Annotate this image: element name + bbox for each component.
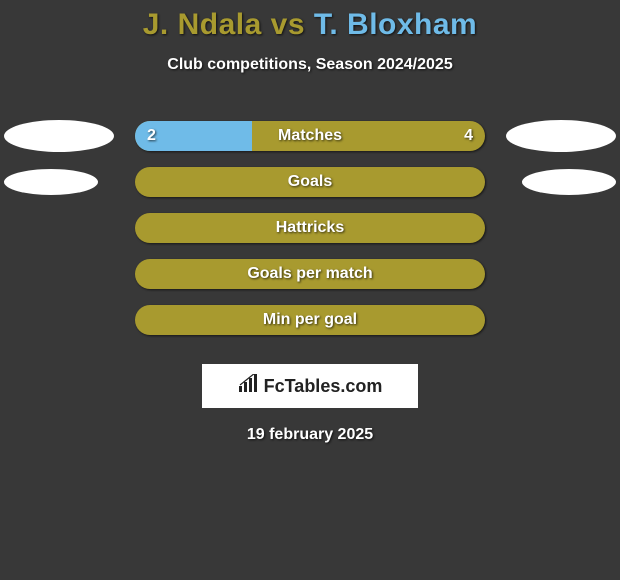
player1-name: J. Ndala: [143, 8, 262, 41]
stat-value-right: 4: [464, 121, 473, 151]
stat-row: Min per goal: [0, 296, 620, 344]
stat-bar: 24Matches: [135, 121, 485, 151]
branding-box: FcTables.com: [202, 364, 418, 408]
stat-row: Goals: [0, 158, 620, 206]
right-ellipse: [506, 120, 616, 152]
right-ellipse: [522, 169, 616, 195]
stat-value-left: 2: [147, 121, 156, 151]
stat-row: Goals per match: [0, 250, 620, 298]
stat-rows: 24MatchesGoalsHattricksGoals per matchMi…: [0, 112, 620, 344]
left-ellipse: [4, 169, 98, 195]
stat-row: 24Matches: [0, 112, 620, 160]
stat-bar: Hattricks: [135, 213, 485, 243]
player2-name: T. Bloxham: [314, 8, 477, 41]
subtitle: Club competitions, Season 2024/2025: [0, 56, 620, 74]
comparison-title: J. Ndala vs T. Bloxham: [0, 0, 620, 42]
left-ellipse: [4, 120, 114, 152]
stat-label: Goals: [135, 167, 485, 197]
stat-bar: Min per goal: [135, 305, 485, 335]
stat-label: Hattricks: [135, 213, 485, 243]
vs-text: vs: [262, 8, 314, 41]
stat-bar: Goals per match: [135, 259, 485, 289]
stat-bar: Goals: [135, 167, 485, 197]
branding-inner: FcTables.com: [238, 374, 383, 399]
stat-label: Min per goal: [135, 305, 485, 335]
branding-text: FcTables.com: [264, 376, 383, 397]
stat-label: Goals per match: [135, 259, 485, 289]
date-line: 19 february 2025: [0, 426, 620, 444]
branding-chart-icon: [238, 374, 260, 399]
stat-row: Hattricks: [0, 204, 620, 252]
